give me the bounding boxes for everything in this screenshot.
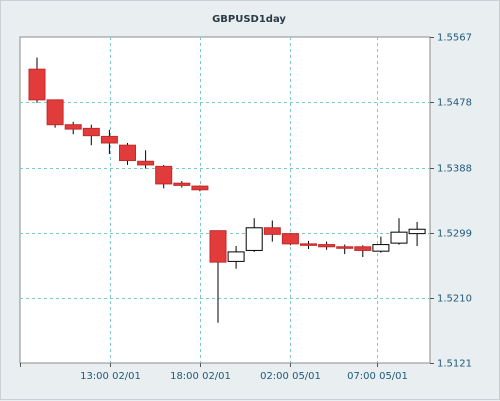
candle-body-bearish [191, 185, 209, 191]
candle [46, 99, 64, 128]
y-tick-label: 1.5478 [437, 98, 472, 109]
candle [281, 232, 299, 246]
y-tick-label: 1.5388 [437, 164, 472, 175]
y-tick-label: 1.5210 [437, 294, 472, 305]
candle [263, 220, 281, 242]
candle [137, 150, 155, 169]
candle [82, 124, 100, 146]
candle-body-bullish [408, 228, 426, 235]
candle-body-bearish [173, 182, 191, 186]
candle-body-bearish [155, 165, 173, 185]
y-tick-label: 1.5567 [437, 33, 472, 44]
y-tick-label: 1.5299 [437, 229, 472, 240]
candle-body-bearish [336, 246, 354, 249]
candle [64, 121, 82, 135]
candle-body-bearish [354, 246, 372, 251]
candle [227, 246, 245, 269]
candle-body-bearish [137, 160, 155, 166]
candle-body-bullish [227, 251, 245, 262]
candle [119, 142, 136, 165]
candle-body-bullish [245, 227, 263, 251]
candle [28, 57, 46, 103]
candle [354, 245, 372, 258]
y-tick-label: 1.5121 [437, 359, 472, 370]
candle [100, 129, 118, 154]
candle [408, 221, 426, 247]
grid-layer [20, 37, 430, 363]
candle-body-bearish [300, 243, 317, 246]
candle-body-bearish [119, 144, 136, 162]
plot-area [19, 36, 431, 364]
candle-body-bearish [263, 227, 281, 235]
candle-body-bearish [82, 127, 100, 137]
candle [390, 218, 408, 245]
candle [245, 218, 263, 252]
x-tick-label: 02:00 05/01 [260, 371, 321, 382]
candle-body-bullish [390, 231, 408, 244]
candle-body-bearish [64, 124, 82, 130]
candle [372, 236, 390, 253]
candle [173, 180, 191, 188]
candle [318, 241, 336, 250]
candle [300, 240, 317, 249]
x-tick-label: 07:00 05/01 [347, 371, 408, 382]
candle-body-bullish [372, 244, 390, 252]
candle-body-bearish [281, 233, 299, 245]
candle [155, 164, 173, 189]
candle [336, 244, 354, 255]
candle [209, 230, 227, 323]
x-tick-label: 13:00 02/01 [80, 371, 141, 382]
candles-layer [28, 57, 426, 323]
candle-body-bearish [28, 68, 46, 101]
candle-body-bearish [46, 99, 64, 126]
x-tick-label: 18:00 02/01 [170, 371, 231, 382]
candle-body-bearish [318, 244, 336, 248]
chart-title: GBPUSD1day [212, 14, 286, 25]
candle-body-bearish [209, 230, 227, 263]
axis-layer: 1.5567 1.5478 1.5388 1.5299 1.5210 1.5121 13:0… [20, 33, 472, 382]
candle-body-bearish [100, 135, 118, 144]
candle [191, 185, 209, 192]
